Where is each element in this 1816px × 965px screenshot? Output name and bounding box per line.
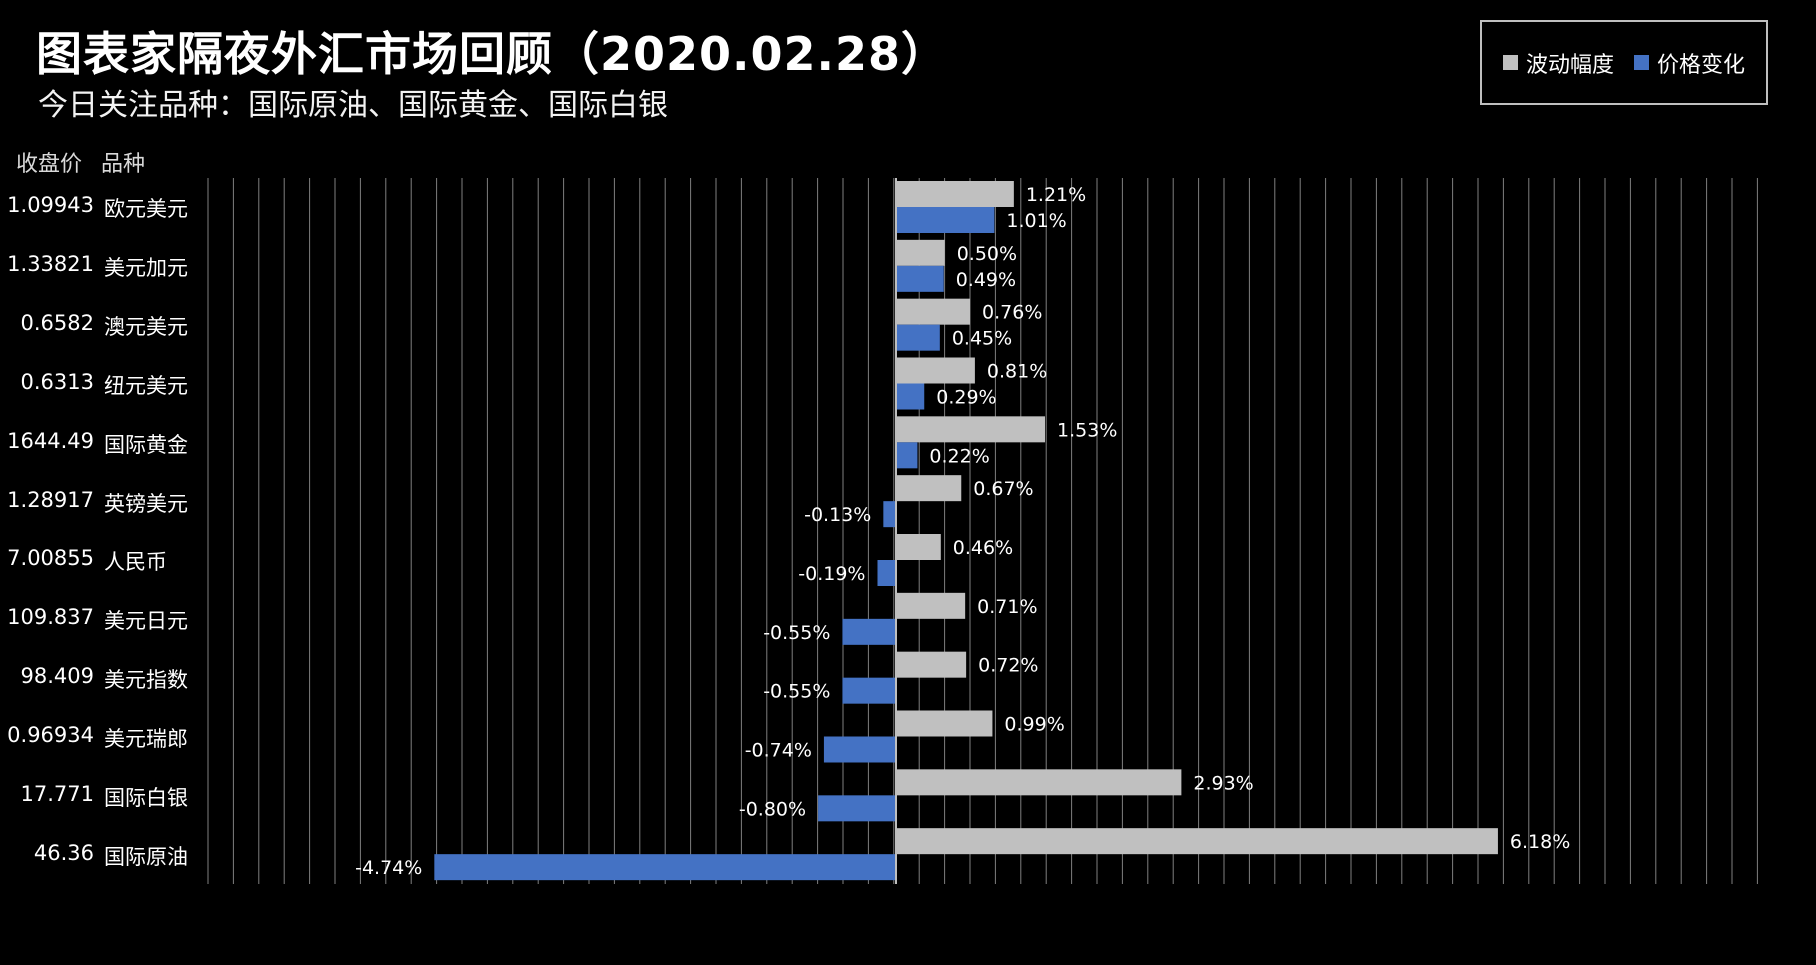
change-label-11: -4.74%	[355, 857, 422, 879]
column-header-price: 收盘价	[16, 152, 83, 177]
change-label-1: 0.49%	[956, 269, 1016, 291]
category-label-3: 纽元美元	[104, 373, 188, 398]
volatility-bar-1	[896, 239, 945, 266]
category-label-7: 美元日元	[104, 609, 188, 634]
category-label-5: 英镑美元	[104, 491, 188, 516]
close-price-7: 109.837	[7, 605, 94, 630]
change-bar-6	[877, 560, 896, 586]
volatility-label-0: 1.21%	[1026, 184, 1086, 206]
volatility-bar-0	[896, 181, 1014, 207]
change-bar-3	[896, 383, 925, 410]
legend-item-change: 价格变化	[1634, 47, 1745, 79]
change-label-9: -0.74%	[745, 740, 812, 762]
volatility-bar-3	[896, 357, 975, 384]
close-price-10: 17.771	[20, 781, 94, 806]
category-label-0: 欧元美元	[104, 197, 188, 222]
close-price-2: 0.6582	[20, 311, 94, 336]
volatility-bar-10	[896, 769, 1182, 796]
volatility-bar-2	[896, 298, 971, 325]
change-bar-0	[896, 207, 995, 233]
category-label-11: 国际原油	[104, 844, 188, 869]
change-bar-11	[434, 854, 896, 881]
volatility-label-9: 0.99%	[1004, 714, 1064, 736]
close-price-0: 1.09943	[7, 193, 94, 218]
legend-swatch-volatility	[1502, 55, 1518, 70]
change-label-4: 0.22%	[929, 445, 989, 467]
category-label-9: 美元瑞郎	[104, 726, 188, 751]
volatility-label-3: 0.81%	[987, 361, 1047, 383]
close-price-9: 0.96934	[7, 722, 94, 747]
change-label-3: 0.29%	[936, 387, 996, 409]
close-price-1: 1.33821	[7, 252, 94, 277]
change-label-8: -0.55%	[763, 681, 830, 703]
category-label-2: 澳元美元	[104, 315, 188, 340]
close-price-8: 98.409	[20, 664, 94, 689]
volatility-bar-8	[896, 651, 967, 678]
change-bar-1	[896, 265, 944, 292]
volatility-bar-9	[896, 710, 993, 737]
category-label-1: 美元加元	[104, 256, 188, 281]
change-bar-8	[842, 677, 896, 704]
change-label-2: 0.45%	[952, 328, 1012, 350]
legend-swatch-change	[1634, 55, 1649, 70]
column-header-name: 品种	[101, 152, 146, 177]
volatility-label-8: 0.72%	[978, 655, 1038, 677]
close-price-4: 1644.49	[7, 428, 94, 453]
volatility-label-7: 0.71%	[977, 596, 1037, 618]
category-label-10: 国际白银	[104, 785, 188, 810]
volatility-label-1: 0.50%	[957, 243, 1017, 265]
legend-label-change: 价格变化	[1657, 52, 1746, 78]
change-label-5: -0.13%	[804, 504, 871, 526]
change-label-0: 1.01%	[1006, 210, 1066, 232]
chart-subtitle: 今日关注品种：国际原油、国际黄金、国际白银	[38, 88, 668, 123]
change-bar-7	[842, 618, 896, 645]
volatility-bar-6	[896, 534, 941, 560]
change-bar-2	[896, 324, 940, 351]
volatility-label-5: 0.67%	[973, 478, 1033, 500]
volatility-label-2: 0.76%	[982, 302, 1042, 324]
change-bar-9	[823, 736, 896, 763]
change-label-6: -0.19%	[798, 563, 865, 585]
volatility-label-6: 0.46%	[953, 537, 1013, 559]
volatility-bar-4	[896, 416, 1046, 443]
close-price-6: 7.00855	[7, 546, 94, 571]
change-bar-4	[896, 442, 918, 469]
close-price-5: 1.28917	[7, 487, 94, 512]
close-price-11: 46.36	[33, 840, 94, 865]
close-price-3: 0.6313	[20, 369, 94, 394]
category-label-4: 国际黄金	[104, 432, 188, 457]
change-label-10: -0.80%	[739, 798, 806, 820]
change-bar-10	[818, 795, 896, 822]
category-label-6: 人民币	[104, 550, 167, 575]
legend-label-volatility: 波动幅度	[1525, 52, 1614, 78]
volatility-bar-11	[896, 828, 1498, 855]
legend: 波动幅度 价格变化	[1480, 20, 1768, 105]
volatility-label-11: 6.18%	[1510, 831, 1570, 853]
volatility-label-4: 1.53%	[1057, 419, 1117, 441]
category-label-8: 美元指数	[104, 668, 188, 693]
legend-item-volatility: 波动幅度	[1502, 47, 1614, 79]
volatility-label-10: 2.93%	[1193, 772, 1253, 794]
chart-title: 图表家隔夜外汇市场回顾（2020.02.28）	[36, 27, 949, 81]
volatility-bar-5	[896, 475, 962, 502]
change-label-7: -0.55%	[763, 622, 830, 644]
volatility-bar-7	[896, 592, 966, 619]
change-bar-5	[883, 501, 896, 528]
